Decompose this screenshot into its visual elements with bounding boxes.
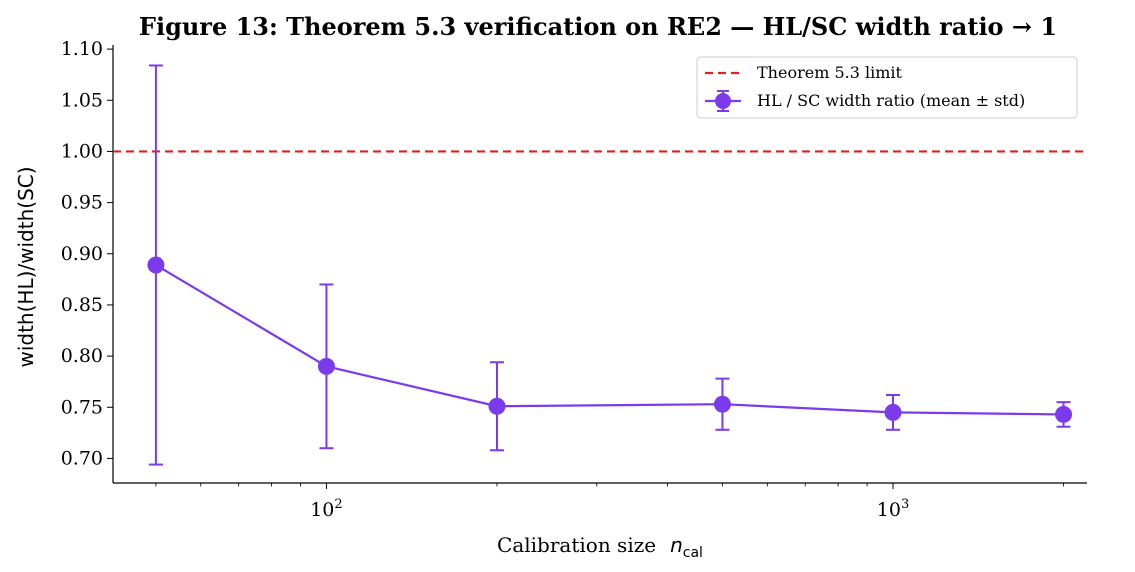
series-layer bbox=[147, 64, 1073, 466]
series-line bbox=[155, 264, 1064, 416]
y-tick-label: 0.85 bbox=[61, 294, 103, 316]
y-tick-label: 0.95 bbox=[61, 192, 103, 214]
x-tick-label: 103 bbox=[877, 497, 909, 521]
legend-box bbox=[696, 56, 1078, 119]
y-tick-label: 1.00 bbox=[61, 140, 103, 162]
y-axis-ticks: 0.70 0.75 0.80 0.85 0.90 0.95 1.00 1.05 1.10 bbox=[61, 38, 113, 469]
data-point bbox=[488, 397, 506, 415]
data-point bbox=[317, 357, 335, 375]
y-tick-label: 0.75 bbox=[61, 396, 103, 418]
y-tick-label: 1.10 bbox=[61, 38, 103, 60]
legend-label-reference: Theorem 5.3 limit bbox=[757, 63, 903, 82]
y-axis-label: width(HL)/width(SC) bbox=[14, 166, 38, 367]
x-axis-ticks: 102 103 bbox=[155, 483, 1064, 521]
x-axis-label-symbol: n bbox=[670, 533, 683, 557]
legend-swatch-series-marker bbox=[715, 93, 731, 109]
data-point bbox=[884, 403, 902, 421]
x-tick-label: 102 bbox=[310, 497, 342, 521]
x-axis-label-text: Calibration size bbox=[497, 533, 656, 557]
legend-label-series: HL / SC width ratio (mean ± std) bbox=[757, 91, 1025, 110]
y-tick-label: 0.90 bbox=[61, 243, 103, 265]
axes bbox=[112, 45, 1087, 484]
data-point bbox=[147, 256, 165, 274]
y-tick-label: 0.70 bbox=[61, 447, 103, 469]
x-axis-label: Calibration size ncal bbox=[497, 533, 703, 561]
data-point bbox=[713, 395, 731, 413]
x-axis-label-subscript: cal bbox=[683, 545, 703, 561]
data-point bbox=[1055, 405, 1073, 423]
y-tick-label: 0.80 bbox=[61, 345, 103, 367]
chart-title: Figure 13: Theorem 5.3 verification on R… bbox=[139, 12, 1057, 41]
legend: Theorem 5.3 limit HL / SC width ratio (me… bbox=[696, 56, 1078, 119]
y-tick-label: 1.05 bbox=[61, 89, 103, 111]
